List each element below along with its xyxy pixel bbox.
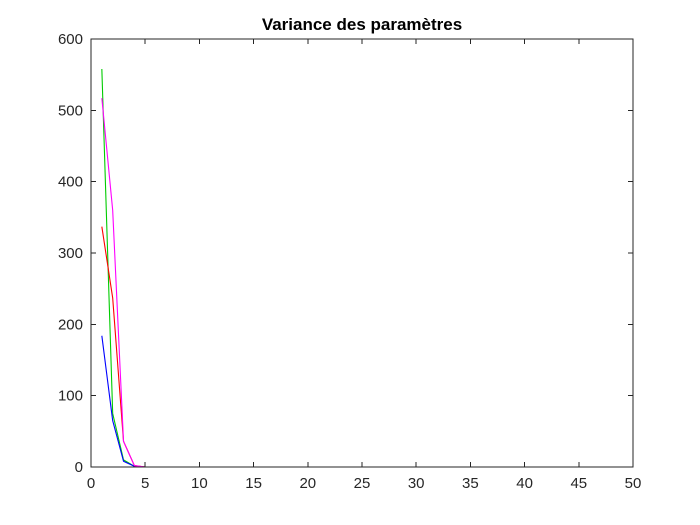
y-tick-label: 300 (58, 245, 83, 262)
y-axis: 0 100 200 300 400 500 600 (58, 31, 633, 476)
x-tick-label: 40 (516, 475, 533, 492)
y-tick-label: 400 (58, 174, 83, 191)
y-tick-label: 100 (58, 388, 83, 405)
x-tick-label: 30 (408, 475, 425, 492)
x-tick-label: 20 (299, 475, 316, 492)
x-tick-label: 50 (625, 475, 642, 492)
chart-title: Variance des paramètres (262, 15, 462, 34)
x-axis: 0 5 10 15 20 25 30 35 40 45 50 (87, 39, 642, 492)
y-tick-label: 0 (75, 459, 83, 476)
y-tick-label: 500 (58, 102, 83, 119)
x-tick-label: 25 (354, 475, 371, 492)
y-tick-label: 200 (58, 316, 83, 333)
y-tick-label: 600 (58, 31, 83, 48)
x-tick-label: 35 (462, 475, 479, 492)
x-tick-label: 15 (245, 475, 262, 492)
x-tick-label: 0 (87, 475, 95, 492)
x-tick-label: 5 (141, 475, 149, 492)
x-tick-label: 45 (570, 475, 587, 492)
x-tick-label: 10 (191, 475, 208, 492)
